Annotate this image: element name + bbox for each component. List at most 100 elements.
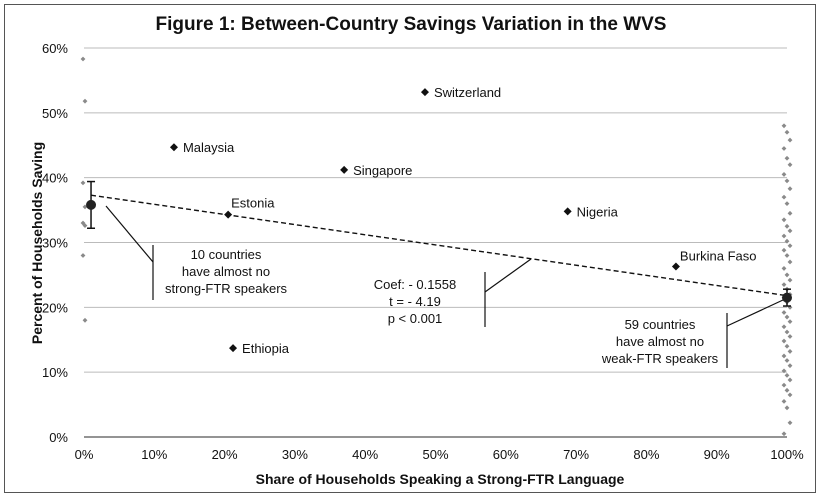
cluster-point [784, 238, 790, 244]
cluster-point [784, 253, 790, 258]
y-tick-label: 40% [42, 171, 68, 186]
cluster-point [82, 98, 88, 104]
mean-point [782, 292, 792, 303]
right-note-text: weak-FTR speakers [601, 351, 719, 366]
cluster-point [787, 259, 793, 265]
x-tick-label: 40% [352, 447, 378, 462]
cluster-point [781, 172, 787, 177]
cluster-point [781, 217, 787, 223]
cluster-point [784, 314, 790, 320]
point-label: Singapore [353, 163, 412, 178]
right-note-text: 59 countries [625, 317, 696, 332]
stats-text: Coef: - 0.1558 [374, 277, 456, 292]
point-label: Ethiopia [242, 341, 290, 356]
stats-text: t = - 4.19 [389, 294, 441, 309]
cluster-point [784, 373, 790, 378]
labeled-point [420, 88, 429, 97]
stats-text: p < 0.001 [388, 311, 443, 326]
labeled-point [229, 344, 238, 353]
x-tick-label: 70% [563, 447, 589, 462]
x-tick-label: 50% [422, 447, 448, 462]
trendline [90, 194, 788, 297]
y-tick-label: 60% [42, 41, 68, 56]
x-tick-label: 30% [282, 447, 308, 462]
gridlines [84, 47, 787, 438]
cluster-point [82, 317, 88, 323]
cluster-point [781, 146, 787, 151]
x-tick-label: 10% [141, 447, 167, 462]
point-label: Estonia [231, 196, 275, 211]
x-tick-label: 0% [75, 447, 94, 462]
y-tick-label: 30% [42, 236, 68, 251]
cluster-point [781, 282, 787, 288]
point-label: Switzerland [434, 85, 501, 100]
x-tick-labels: 0% 10% 20% 30% 40% 50% 60% 70% 80% 90% 100% [75, 447, 804, 462]
cluster-point [787, 334, 793, 339]
y-tick-label: 50% [42, 106, 68, 121]
labeled-point [340, 165, 349, 174]
cluster-point [784, 129, 790, 135]
point-label: Malaysia [183, 140, 235, 155]
cluster-point [781, 382, 787, 388]
y-tick-label: 10% [42, 365, 68, 380]
left-note-text: have almost no [182, 264, 270, 279]
x-tick-label: 20% [212, 447, 238, 462]
cluster-point [781, 353, 787, 359]
cluster-point [787, 162, 793, 168]
chart-frame [4, 4, 816, 493]
y-tick-label: 0% [49, 430, 68, 445]
cluster-point [784, 405, 790, 411]
annotation-leader [105, 205, 154, 263]
cluster-point [787, 377, 793, 383]
cluster-point [787, 319, 793, 324]
cluster-point [787, 363, 793, 369]
cluster-point [784, 358, 790, 363]
cluster-point [781, 123, 787, 129]
cluster-point [781, 233, 787, 239]
cluster-point [781, 324, 787, 330]
annotations: 10 countries have almost no strong-FTR spe… [105, 205, 784, 368]
left-note-text: strong-FTR speakers [165, 281, 288, 296]
y-tick-labels: 0% 10% 20% 30% 40% 50% 60% [42, 41, 68, 445]
cluster-point [784, 155, 790, 161]
x-axis-title: Share of Households Speaking a Strong-FT… [256, 471, 625, 487]
right-note-leader [726, 299, 784, 327]
chart-title: Figure 1: Between-Country Savings Variat… [156, 14, 667, 35]
cluster-point [781, 247, 787, 253]
y-tick-label: 20% [42, 300, 68, 315]
x-tick-label: 100% [770, 447, 804, 462]
x-tick-label: 80% [633, 447, 659, 462]
cluster-point [787, 186, 793, 192]
stats-leader [484, 258, 532, 293]
labeled-point [563, 207, 572, 216]
cluster-point [787, 420, 793, 426]
cluster-point [781, 310, 787, 315]
cluster-point [784, 223, 790, 229]
cluster-point [80, 253, 86, 258]
cluster-point [787, 228, 793, 234]
cluster-point [781, 431, 787, 437]
cluster-point [781, 194, 787, 200]
cluster-point [784, 178, 790, 184]
labeled-point [224, 210, 233, 219]
point-label: Nigeria [577, 204, 619, 219]
point-label: Burkina Faso [680, 248, 757, 263]
cluster-point [787, 392, 793, 398]
cluster-point [781, 398, 787, 404]
y-axis-title: Percent of Households Saving [29, 142, 45, 344]
right-note-text: have almost no [616, 334, 704, 349]
cluster-point [781, 368, 787, 374]
cluster-point [784, 201, 790, 206]
mean-point [86, 199, 97, 210]
cluster-point [787, 277, 793, 283]
cluster-point [787, 243, 793, 249]
cluster-point [784, 272, 790, 278]
cluster-point [784, 343, 790, 349]
x-tick-label: 90% [704, 447, 730, 462]
labeled-point [169, 143, 178, 152]
cluster-point [82, 223, 88, 229]
cluster-point [787, 210, 793, 216]
left-note-text: 10 countries [191, 247, 262, 262]
cluster-point [80, 56, 86, 62]
